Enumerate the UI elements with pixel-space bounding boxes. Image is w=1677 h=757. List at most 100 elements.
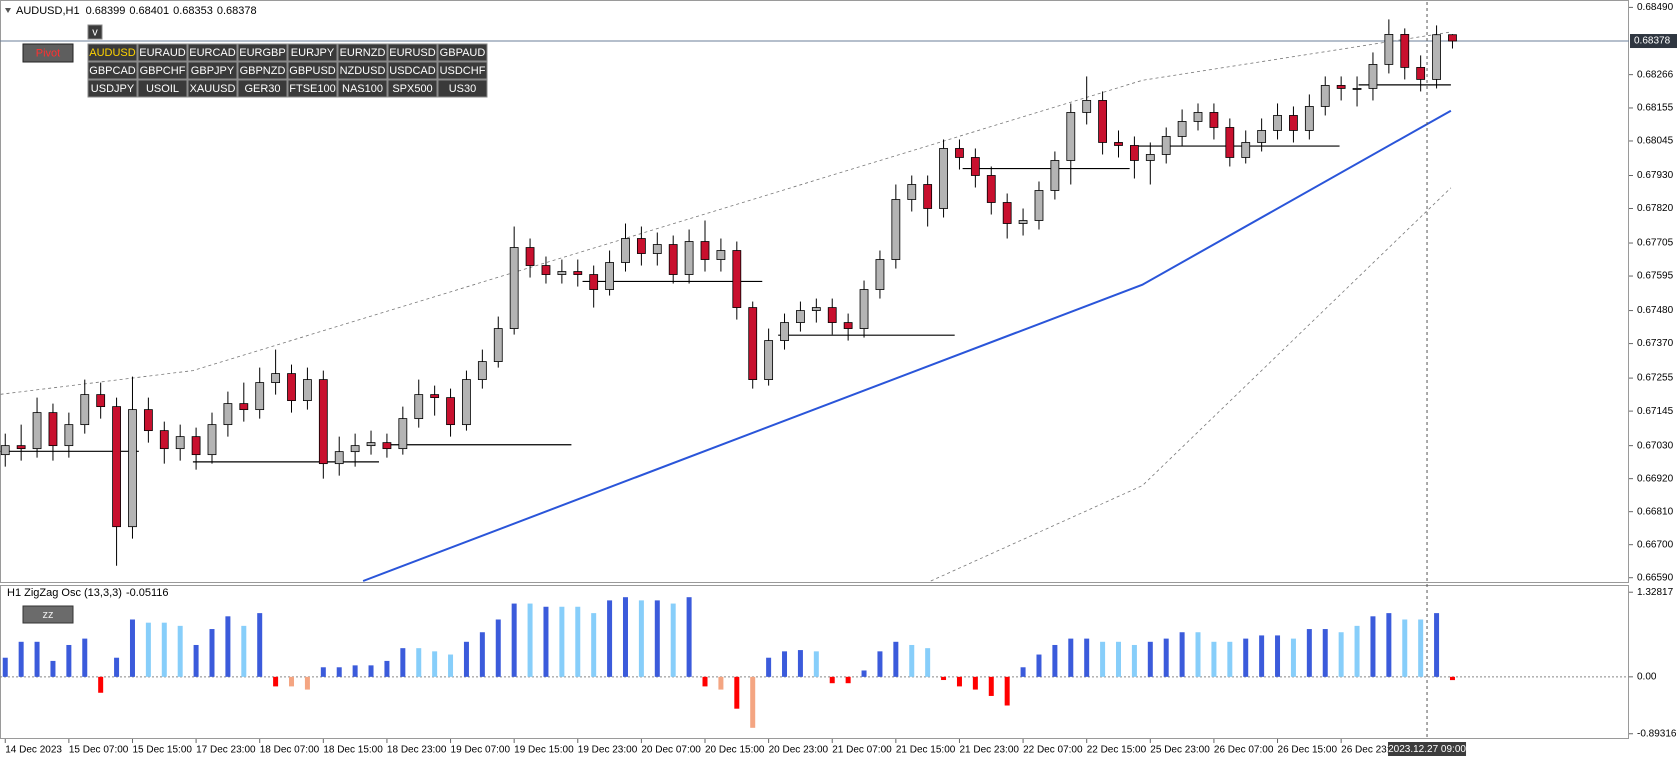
symbol-button-bg[interactable]	[437, 79, 488, 98]
symbol-button[interactable]: GER30	[237, 79, 288, 98]
x-tick-label: 18 Dec 23:00	[387, 745, 447, 756]
symbol-button-bg[interactable]	[287, 79, 338, 98]
menu-button[interactable]: v	[87, 24, 103, 40]
symbol-button-bg[interactable]	[137, 79, 188, 98]
symbol-button-label[interactable]: NAS100	[342, 83, 383, 95]
symbol-button[interactable]: US30	[437, 79, 488, 98]
symbol-button[interactable]: EURNZD	[337, 43, 388, 62]
symbol-button-bg[interactable]	[87, 61, 138, 80]
symbol-button-bg[interactable]	[437, 43, 488, 62]
symbol-button-bg[interactable]	[287, 61, 338, 80]
symbol-button-bg[interactable]	[237, 43, 288, 62]
symbol-button-bg[interactable]	[87, 79, 138, 98]
symbol-button[interactable]: USDJPY	[87, 79, 138, 98]
osc-value: -0.05116	[126, 587, 169, 599]
symbol-button[interactable]: SPX500	[387, 79, 438, 98]
symbol-button-bg[interactable]	[237, 61, 288, 80]
symbol-button[interactable]: GBPCAD	[87, 61, 138, 80]
overlay-line	[930, 187, 1452, 582]
symbol-button-bg[interactable]	[437, 61, 488, 80]
symbol-button-bg[interactable]	[387, 79, 438, 98]
osc-bar	[941, 676, 947, 681]
symbol-button[interactable]: XAUUSD	[187, 79, 238, 98]
symbol-button-label[interactable]: NZDUSD	[340, 65, 386, 77]
symbol-button-bg[interactable]	[287, 43, 338, 62]
symbol-button[interactable]: EURGBP	[237, 43, 288, 62]
symbol-button-label[interactable]: USDCHF	[440, 65, 486, 77]
osc-bar	[622, 597, 628, 677]
symbol-button[interactable]: FTSE100	[287, 79, 338, 98]
symbol-button[interactable]: USDCAD	[387, 61, 438, 80]
symbol-button[interactable]: AUDUSD	[87, 43, 138, 62]
symbol-button[interactable]: EURAUD	[137, 43, 188, 62]
symbol-button-bg[interactable]	[87, 43, 138, 62]
osc-bar	[591, 613, 597, 677]
symbol-button[interactable]: GBPUSD	[287, 61, 338, 80]
symbol-button-bg[interactable]	[187, 43, 238, 62]
symbol-button-label[interactable]: EURNZD	[340, 47, 386, 59]
candle-body	[334, 451, 344, 465]
symbol-button-label[interactable]: AUDUSD	[89, 47, 136, 59]
symbol-button-label[interactable]: EURCAD	[189, 47, 236, 59]
symbol-button-label[interactable]: GBPCAD	[89, 65, 136, 77]
pivot-button-bg[interactable]	[22, 43, 74, 63]
candle-body	[1336, 85, 1346, 89]
symbol-button-label[interactable]: EURGBP	[239, 47, 285, 59]
symbol-button-label[interactable]: XAUUSD	[190, 83, 236, 95]
menu-button-label[interactable]: v	[92, 26, 98, 38]
symbol-button-label[interactable]: GBPUSD	[289, 65, 336, 77]
symbol-button-bg[interactable]	[187, 79, 238, 98]
symbol-button-bg[interactable]	[237, 79, 288, 98]
osc-bar	[1354, 625, 1360, 677]
symbol-button[interactable]: EURUSD	[387, 43, 438, 62]
symbol-button[interactable]: GBPAUD	[437, 43, 488, 62]
symbol-button-label[interactable]: SPX500	[392, 83, 432, 95]
symbol-button-label[interactable]: EURUSD	[389, 47, 436, 59]
symbol-button-bg[interactable]	[337, 79, 388, 98]
osc-bar	[1338, 632, 1344, 677]
symbol-button-label[interactable]: GBPJPY	[191, 65, 235, 77]
symbol-button-bg[interactable]	[387, 61, 438, 80]
symbol-button-label[interactable]: GBPNZD	[240, 65, 286, 77]
symbol-button-label[interactable]: EURAUD	[139, 47, 186, 59]
symbol-button-bg[interactable]	[337, 61, 388, 80]
symbol-button-label[interactable]: GBPAUD	[440, 47, 486, 59]
symbol-button[interactable]: GBPCHF	[137, 61, 188, 80]
symbol-button-bg[interactable]	[387, 43, 438, 62]
symbol-button-label[interactable]: GER30	[244, 83, 280, 95]
symbol-button-label[interactable]: USDCAD	[389, 65, 436, 77]
symbol-button[interactable]: GBPJPY	[187, 61, 238, 80]
candle-body	[1098, 100, 1107, 143]
symbol-button-label[interactable]: USOIL	[146, 83, 179, 95]
osc-bar	[1322, 629, 1328, 677]
symbol-button[interactable]: USDCHF	[437, 61, 488, 80]
symbol-button-label[interactable]: USDJPY	[91, 83, 135, 95]
symbol-button[interactable]: GBPNZD	[237, 61, 288, 80]
symbol-button[interactable]: NAS100	[337, 79, 388, 98]
pivot-button[interactable]: Pivot	[22, 43, 74, 63]
symbol-button[interactable]: EURJPY	[287, 43, 338, 62]
menu-button-bg[interactable]	[87, 24, 103, 40]
symbol-button-bg[interactable]	[137, 43, 188, 62]
symbol-button-bg[interactable]	[337, 43, 388, 62]
symbol-button[interactable]: EURCAD	[187, 43, 238, 62]
symbol-button-label[interactable]: GBPCHF	[140, 65, 186, 77]
zz-button-bg[interactable]	[22, 605, 74, 624]
symbol-button-label[interactable]: EURJPY	[291, 47, 335, 59]
pivot-button-label[interactable]: Pivot	[36, 47, 60, 59]
symbol-button-bg[interactable]	[187, 61, 238, 80]
symbol-button-label[interactable]: US30	[449, 83, 477, 95]
osc-bar	[797, 650, 803, 677]
osc-bar	[1179, 632, 1185, 677]
menu-arrow[interactable]	[5, 8, 11, 13]
x-tick-label: 26 Dec 23:00	[1341, 745, 1401, 756]
zz-button-label[interactable]: zz	[43, 609, 54, 621]
y-tick-label: 1.32817	[1637, 587, 1674, 598]
zz-button[interactable]: zz	[22, 605, 74, 624]
symbol-button-label[interactable]: FTSE100	[289, 83, 335, 95]
candle-body	[1034, 190, 1044, 221]
osc-bar	[416, 648, 422, 677]
symbol-button[interactable]: NZDUSD	[337, 61, 388, 80]
symbol-button[interactable]: USOIL	[137, 79, 188, 98]
symbol-button-bg[interactable]	[137, 61, 188, 80]
